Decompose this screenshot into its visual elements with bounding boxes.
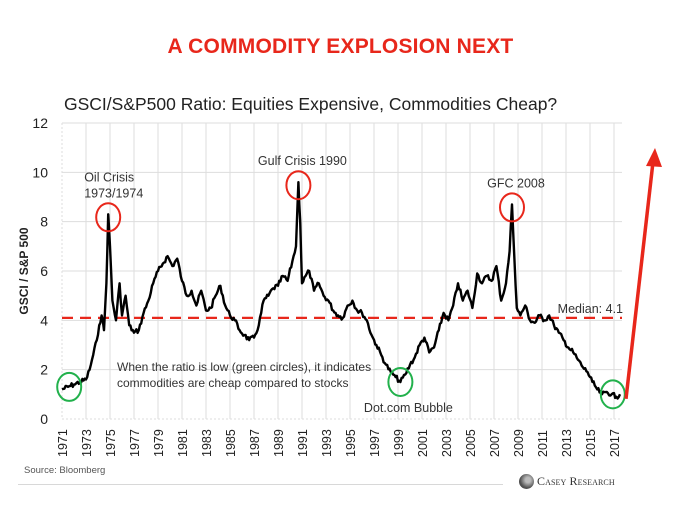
x-tick-label: 2005 — [464, 429, 478, 457]
x-tick-label: 1995 — [344, 429, 358, 457]
annotation-label: Gulf Crisis 1990 — [258, 154, 347, 168]
x-tick-label: 1983 — [200, 429, 214, 457]
projection-arrow — [624, 148, 662, 399]
note-line: commodities are cheap compared to stocks — [117, 376, 348, 390]
y-axis-label: GSCI / S&P 500 — [17, 227, 31, 314]
source-divider — [18, 484, 503, 485]
median-label: Median: 4.1 — [558, 302, 623, 316]
y-tick-label: 10 — [32, 164, 48, 180]
x-tick-label: 2015 — [584, 429, 598, 457]
y-tick-label: 8 — [40, 214, 48, 230]
source-label: Source: Bloomberg — [24, 465, 106, 476]
annotation-label: 1973/1974 — [84, 186, 143, 200]
x-tick-label: 1993 — [320, 429, 334, 457]
x-tick-label: 1981 — [176, 429, 190, 457]
x-tick-label: 2013 — [560, 429, 574, 457]
peak-circle — [499, 192, 525, 223]
x-tick-label: 2009 — [512, 429, 526, 457]
grid — [61, 122, 622, 420]
annotation-label: Dot.com Bubble — [364, 401, 453, 415]
x-tick-label: 1977 — [128, 429, 142, 457]
y-tick-label: 0 — [40, 411, 48, 427]
headline: A COMMODITY EXPLOSION NEXT — [167, 35, 514, 58]
x-tick-label: 1999 — [392, 429, 406, 457]
logo-mark-icon — [519, 474, 534, 489]
peak-circle — [285, 170, 312, 201]
series-line — [61, 181, 622, 400]
trough-circle — [387, 367, 414, 397]
x-tick-label: 1989 — [272, 429, 286, 457]
x-tick-label: 1997 — [368, 429, 382, 457]
arrow-shaft — [624, 161, 655, 399]
y-tick-label: 2 — [40, 362, 48, 378]
chart-title: GSCI/S&P500 Ratio: Equities Expensive, C… — [64, 94, 558, 114]
x-tick-label: 2003 — [440, 429, 454, 457]
x-tick-labels: 1971 1973 1975 1977 1979 1981 1983 1985 1987 1989… — [56, 429, 622, 457]
annotation-label: GFC 2008 — [487, 176, 545, 190]
x-tick-label: 1991 — [296, 429, 310, 457]
x-tick-label: 2007 — [488, 429, 502, 457]
x-tick-label: 2017 — [608, 429, 622, 457]
y-tick-labels: 0 2 4 6 8 10 12 — [32, 115, 48, 427]
peak-circle — [95, 202, 122, 233]
x-tick-label: 2011 — [536, 430, 550, 457]
x-tick-label: 1987 — [248, 429, 262, 457]
x-tick-label: 2001 — [416, 429, 430, 457]
y-tick-label: 12 — [32, 115, 48, 131]
trough-circle — [56, 371, 83, 402]
y-tick-label: 4 — [40, 312, 48, 328]
x-tick-label: 1973 — [80, 429, 94, 457]
y-tick-label: 6 — [40, 263, 48, 279]
annotation-label: Oil Crisis — [84, 170, 134, 184]
note-line: When the ratio is low (green circles), i… — [117, 360, 371, 374]
annotations: Oil Crisis 1973/1974 Gulf Crisis 1990 GFC 2… — [56, 154, 626, 415]
x-tick-label: 1975 — [104, 429, 118, 457]
x-tick-label: 1979 — [152, 429, 166, 457]
x-tick-label: 1971 — [56, 429, 70, 457]
casey-research-logo: Casey Research — [519, 474, 615, 489]
arrow-head-icon — [646, 148, 662, 167]
x-tick-label: 1985 — [224, 429, 238, 457]
logo-text: Casey Research — [537, 474, 615, 488]
note-text: When the ratio is low (green circles), i… — [117, 360, 371, 390]
